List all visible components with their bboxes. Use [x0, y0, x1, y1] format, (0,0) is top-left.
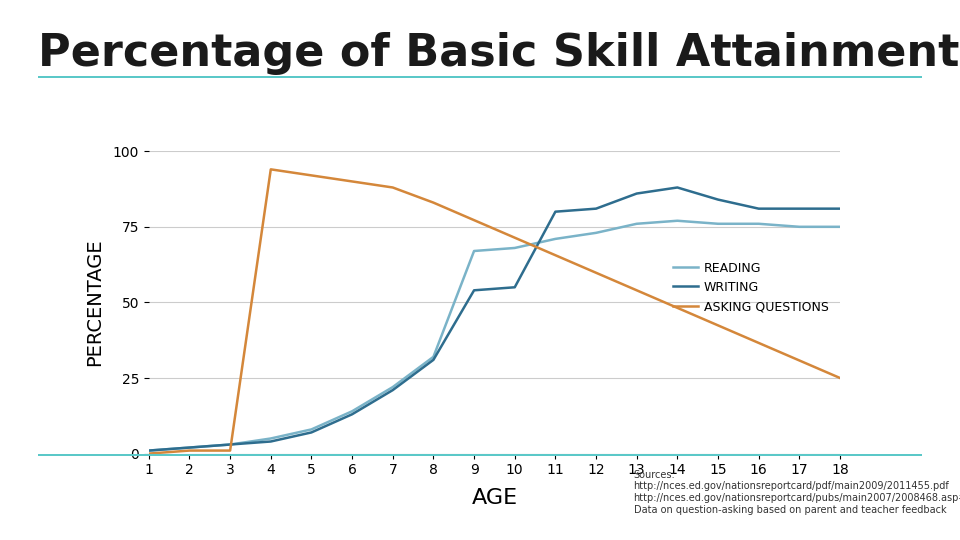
WRITING	[631, 190, 642, 197]
Text: Sources:
http://nces.ed.gov/nationsreportcard/pdf/main2009/2011455.pdf
http://nc: Sources: http://nces.ed.gov/nationsrepor…	[634, 470, 960, 515]
ASKING QUESTIONS	[834, 375, 846, 381]
READING	[225, 441, 236, 448]
READING	[265, 435, 276, 442]
READING	[468, 248, 480, 254]
Line: ASKING QUESTIONS: ASKING QUESTIONS	[149, 170, 840, 454]
READING	[672, 218, 684, 224]
READING	[631, 220, 642, 227]
ASKING QUESTIONS	[143, 450, 155, 457]
WRITING	[753, 205, 764, 212]
ASKING QUESTIONS	[183, 447, 195, 454]
READING	[834, 224, 846, 230]
WRITING	[468, 287, 480, 294]
WRITING	[225, 441, 236, 448]
READING	[305, 426, 317, 433]
Line: READING: READING	[149, 221, 840, 450]
WRITING	[143, 447, 155, 454]
READING	[590, 230, 602, 236]
ASKING QUESTIONS	[387, 184, 398, 191]
READING	[509, 245, 520, 251]
READING	[550, 235, 562, 242]
WRITING	[794, 205, 805, 212]
X-axis label: AGE: AGE	[471, 489, 517, 509]
WRITING	[672, 184, 684, 191]
WRITING	[834, 205, 846, 212]
Y-axis label: PERCENTAGE: PERCENTAGE	[85, 239, 105, 366]
WRITING	[712, 197, 724, 203]
READING	[183, 444, 195, 451]
ASKING QUESTIONS	[305, 172, 317, 179]
WRITING	[183, 444, 195, 451]
Legend: READING, WRITING, ASKING QUESTIONS: READING, WRITING, ASKING QUESTIONS	[667, 256, 833, 318]
WRITING	[387, 387, 398, 393]
READING	[427, 354, 439, 360]
Line: WRITING: WRITING	[149, 187, 840, 450]
WRITING	[550, 208, 562, 215]
READING	[387, 384, 398, 390]
READING	[794, 224, 805, 230]
WRITING	[509, 284, 520, 291]
ASKING QUESTIONS	[427, 199, 439, 206]
READING	[143, 447, 155, 454]
ASKING QUESTIONS	[225, 447, 236, 454]
WRITING	[427, 356, 439, 363]
READING	[753, 220, 764, 227]
WRITING	[590, 205, 602, 212]
Text: Percentage of Basic Skill Attainment: Percentage of Basic Skill Attainment	[38, 32, 960, 76]
ASKING QUESTIONS	[347, 178, 358, 185]
READING	[712, 220, 724, 227]
ASKING QUESTIONS	[265, 166, 276, 173]
WRITING	[265, 438, 276, 445]
WRITING	[305, 429, 317, 436]
READING	[347, 408, 358, 415]
WRITING	[347, 411, 358, 417]
